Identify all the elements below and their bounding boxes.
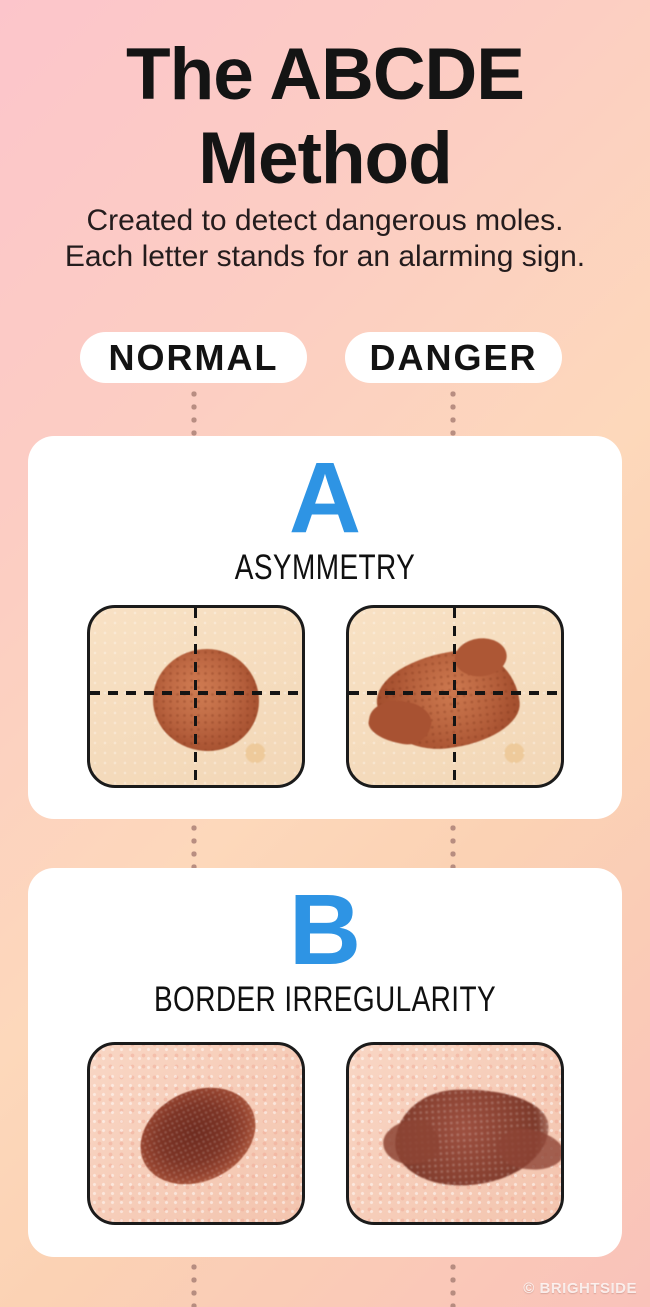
title-line-1: The ABCDE — [126, 34, 525, 115]
photo-row-asymmetry — [28, 605, 622, 788]
brightside-watermark: © BRIGHTSIDE — [523, 1280, 637, 1297]
card-border-irregularity: B BORDER IRREGULARITY — [28, 868, 622, 1257]
dotted-connector-icon — [449, 390, 457, 436]
dotted-connector-icon — [449, 1263, 457, 1307]
normal-smooth-border-mole-photo — [86, 1042, 305, 1225]
dotted-connector-icon — [449, 824, 457, 868]
photo-row-border — [28, 1042, 622, 1225]
smooth-oval-mole-shape — [123, 1069, 272, 1203]
section-label-border-irregularity: BORDER IRREGULARITY — [153, 980, 497, 1019]
crosshair-horizontal-line-icon — [89, 691, 302, 695]
dotted-connector-icon — [190, 390, 198, 436]
section-label-asymmetry: ASYMMETRY — [234, 548, 416, 587]
card-asymmetry: A ASYMMETRY — [28, 436, 622, 819]
dotted-connector-icon — [190, 824, 198, 868]
crosshair-vertical-line-icon — [452, 608, 457, 785]
page-title: The ABCDE Method — [0, 33, 650, 201]
subtitle-line-1: Created to detect dangerous moles. — [86, 204, 564, 237]
normal-column-header: NORMAL — [80, 332, 307, 383]
section-letter-b: B — [288, 874, 362, 986]
section-letter-a: A — [288, 442, 362, 554]
crosshair-horizontal-line-icon — [348, 691, 561, 695]
danger-column-header: DANGER — [345, 332, 562, 383]
ragged-mole-shape — [392, 1085, 551, 1189]
dotted-connector-icon — [190, 1263, 198, 1307]
round-mole-shape — [152, 649, 259, 751]
normal-symmetric-mole-photo — [86, 605, 305, 788]
crosshair-vertical-line-icon — [193, 608, 198, 785]
page-subtitle: Created to detect dangerous moles. Each … — [0, 203, 650, 275]
danger-ragged-border-mole-photo — [345, 1042, 564, 1225]
danger-asymmetric-mole-photo — [345, 605, 564, 788]
title-line-2: Method — [198, 118, 452, 199]
subtitle-line-2: Each letter stands for an alarming sign. — [64, 240, 586, 273]
irregular-mole-shape — [371, 644, 524, 756]
